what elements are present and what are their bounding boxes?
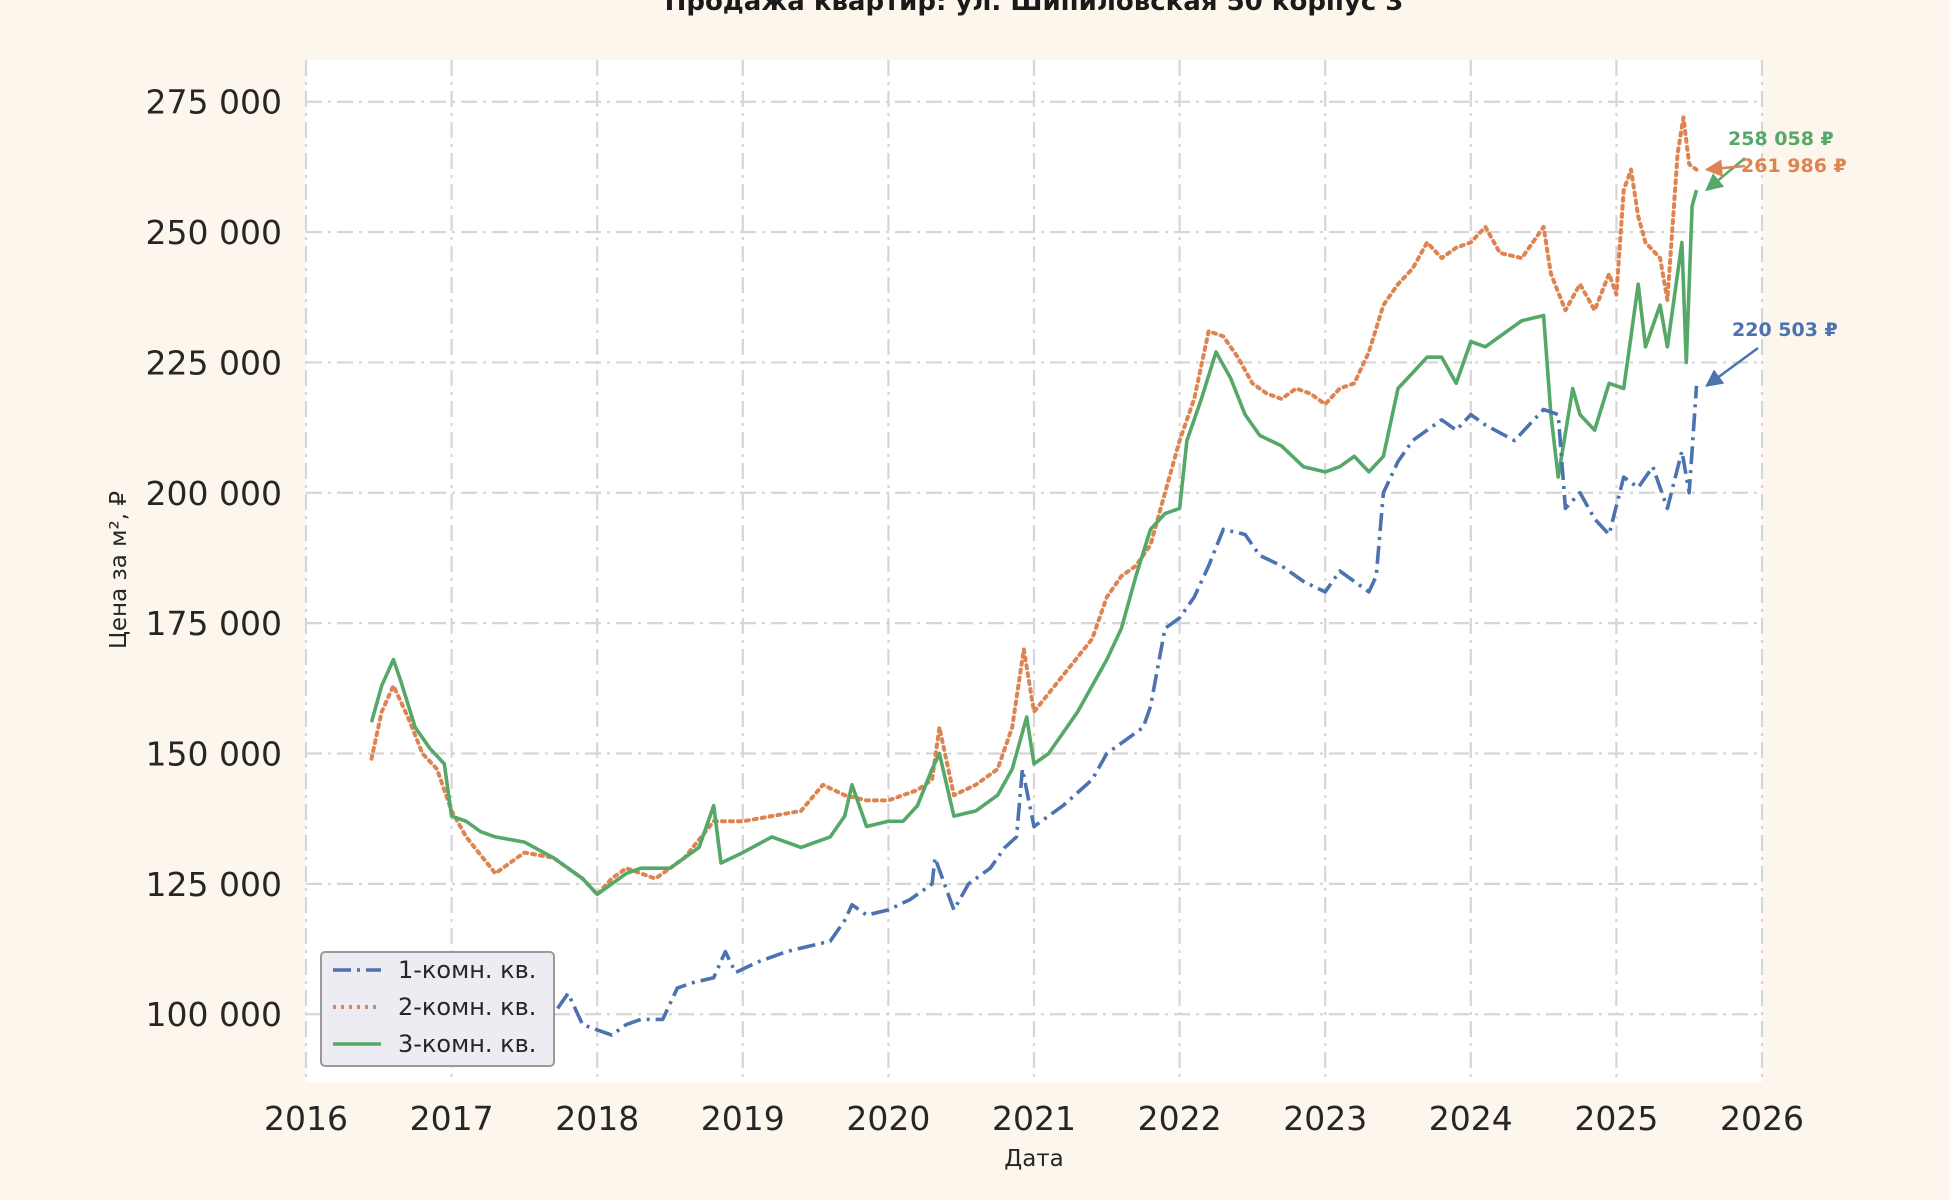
x-tick-label: 2016 [264, 1099, 348, 1138]
series-line-1room [370, 385, 1699, 1037]
x-tick-label: 2023 [1283, 1099, 1367, 1138]
x-tick-label: 2021 [992, 1099, 1076, 1138]
y-tick-label: 250 000 [146, 213, 282, 252]
series-lines [369, 115, 1699, 1037]
chart-title: Продажа квартир: ул. Шипиловская 50 корп… [665, 0, 1404, 17]
grid [304, 60, 1764, 1082]
x-tick-label: 2019 [701, 1099, 785, 1138]
annotation-label: 258 058 ₽ [1728, 128, 1834, 150]
annotation-arrow [1704, 159, 1746, 177]
x-tick-label: 2026 [1720, 1099, 1804, 1138]
legend-label-3room: 3-комн. кв. [398, 1030, 536, 1058]
y-tick-label: 225 000 [146, 343, 282, 382]
legend-box [320, 951, 555, 1067]
tick-labels: 2016 2017 2018 2019 2020 2021 2022 2023 2024 2025… [146, 83, 1804, 1138]
x-tick-label: 2020 [846, 1099, 930, 1138]
annotation-arrow [1705, 157, 1746, 192]
y-tick-label: 275 000 [146, 83, 282, 122]
y-tick-label: 125 000 [146, 865, 282, 904]
annotations: 258 058 ₽ 261 986 ₽ 220 503 ₽ [1704, 128, 1847, 387]
legend: 1-комн. кв. 2-комн. кв. 3-комн. кв. [320, 951, 555, 1067]
y-axis-title: Цена за м², ₽ [106, 491, 132, 649]
y-tick-label: 200 000 [146, 474, 282, 513]
series-line-2room [369, 115, 1699, 897]
x-tick-label: 2022 [1138, 1099, 1222, 1138]
x-tick-label: 2025 [1574, 1099, 1658, 1138]
y-tick-label: 100 000 [146, 995, 282, 1034]
x-tick-label: 2017 [410, 1099, 494, 1138]
x-axis-title: Дата [1004, 1146, 1064, 1172]
annotation-label: 261 986 ₽ [1741, 155, 1847, 177]
legend-label-2room: 2-комн. кв. [398, 993, 536, 1021]
series-line-3room [369, 189, 1699, 897]
y-tick-label: 150 000 [146, 735, 282, 774]
x-tick-label: 2018 [555, 1099, 639, 1138]
y-tick-label: 175 000 [146, 604, 282, 643]
x-tick-label: 2024 [1429, 1099, 1513, 1138]
annotation-label: 220 503 ₽ [1732, 319, 1838, 341]
legend-label-1room: 1-комн. кв. [398, 956, 536, 984]
annotation-arrow [1705, 346, 1759, 387]
